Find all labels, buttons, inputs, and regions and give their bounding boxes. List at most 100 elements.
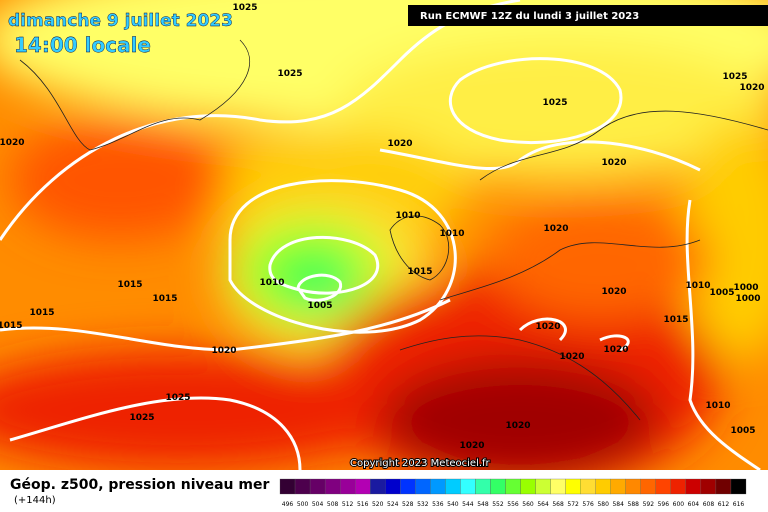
- scale-label: 600: [673, 501, 685, 508]
- time: 14:00 locale: [14, 33, 151, 57]
- scale-swatch: [385, 478, 401, 495]
- scale-label: 604: [688, 501, 700, 508]
- scale-label: 556: [507, 501, 519, 508]
- scale-label: 608: [703, 501, 715, 508]
- scale-swatch: [640, 478, 656, 495]
- isobar-label: 1020: [211, 346, 236, 356]
- scale-label: 544: [462, 501, 474, 508]
- isobar-label: 1025: [165, 393, 190, 403]
- scale-swatch: [550, 478, 566, 495]
- copyright: Copyright 2023 Meteociel.fr: [350, 458, 491, 469]
- scale-label: 584: [612, 501, 624, 508]
- scale-swatch: [309, 478, 326, 495]
- scale-label: 524: [387, 501, 399, 508]
- isobar-label: 1015: [117, 280, 142, 290]
- isobar-label: 1020: [601, 158, 626, 168]
- isobar-label: 1020: [459, 441, 484, 451]
- scale-swatch: [294, 478, 311, 495]
- isobar-label: 1000: [735, 294, 760, 304]
- scale-label: 548: [477, 501, 489, 508]
- scale-swatch: [685, 478, 702, 495]
- scale-swatch: [565, 478, 581, 495]
- scale-label: 500: [297, 501, 309, 508]
- isobar-label: 1020: [559, 352, 584, 362]
- isobar-label: 1020: [601, 287, 626, 297]
- scale-swatch: [339, 478, 356, 495]
- scale-swatch: [730, 478, 747, 495]
- scale-swatch: [460, 478, 476, 495]
- date: dimanche 9 juillet 2023: [8, 11, 233, 31]
- scale-label: 552: [492, 501, 504, 508]
- isobar-label: 1025: [129, 413, 154, 423]
- isobar-label: 1015: [152, 294, 177, 304]
- isobar-label: 1020: [535, 322, 560, 332]
- scale-swatch: [625, 478, 641, 495]
- scale-label: 512: [342, 501, 354, 508]
- run-banner: [408, 5, 768, 26]
- isobar-label: 1025: [542, 98, 567, 108]
- isobar-label: 1020: [603, 345, 628, 355]
- scale-label: 572: [567, 501, 579, 508]
- scale-swatch: [370, 478, 386, 495]
- scale-label: 576: [582, 501, 594, 508]
- isobar-label: 1010: [395, 211, 420, 221]
- isobar-label: 1000: [733, 283, 758, 293]
- scale-label: 560: [522, 501, 534, 508]
- scale-swatch: [520, 478, 536, 495]
- scale-label: 532: [417, 501, 429, 508]
- isobar-label: 1005: [709, 288, 734, 298]
- scale-swatch: [655, 478, 671, 495]
- scale-swatch: [355, 478, 371, 495]
- isobar-label: 1010: [439, 229, 464, 239]
- scale-label: 540: [447, 501, 459, 508]
- isobar-label: 1015: [0, 321, 23, 331]
- isobar-label: 1005: [307, 301, 332, 311]
- scale-swatch: [445, 478, 461, 495]
- scale-swatch: [505, 478, 521, 495]
- scale-label: 616: [733, 501, 745, 508]
- scale-label: 528: [402, 501, 414, 508]
- isobar-label: 1010: [259, 278, 284, 288]
- scale-label: 516: [357, 501, 369, 508]
- isobar-label: 1015: [663, 315, 688, 325]
- scale-swatch: [475, 478, 491, 495]
- scale-label: 504: [312, 501, 324, 508]
- isobar-label: 1020: [387, 139, 412, 149]
- isobar-label: 1020: [543, 224, 568, 234]
- scale-swatch: [400, 478, 416, 495]
- scale-label: 568: [552, 501, 564, 508]
- isobar-label: 1025: [277, 69, 302, 79]
- scale-label: 612: [718, 501, 730, 508]
- isobar-label: 1010: [685, 281, 710, 291]
- legend-subtitle: (+144h): [14, 495, 56, 506]
- scale-swatch: [490, 478, 506, 495]
- scale-swatch: [595, 478, 611, 495]
- isobars: [0, 0, 701, 471]
- legend-title: Géop. z500, pression niveau mer: [10, 477, 269, 493]
- scale-swatch: [610, 478, 626, 495]
- map-field: [0, 0, 768, 490]
- scale-label: 520: [372, 501, 384, 508]
- scale-label: 508: [327, 501, 339, 508]
- scale-swatch: [279, 478, 296, 495]
- isobar-labels: 1025102510251020102010101010101010051015…: [0, 3, 765, 451]
- color-scale: 496 500 504 508 512 516 520 524 528 532 536 540 544 5…: [279, 478, 747, 508]
- scale-swatch: [715, 478, 732, 495]
- scale-label: 496: [282, 501, 294, 508]
- scale-swatch: [415, 478, 431, 495]
- scale-label: 564: [537, 501, 549, 508]
- isobar-label: 1020: [0, 138, 25, 148]
- scale-swatch: [430, 478, 446, 495]
- scale-label: 588: [628, 501, 640, 508]
- scale-label: 596: [658, 501, 670, 508]
- scale-label: 592: [643, 501, 655, 508]
- scale-swatch: [670, 478, 687, 495]
- isobar-label: 1015: [407, 267, 432, 277]
- coastlines: [19, 39, 768, 421]
- isobar-label: 1025: [232, 3, 257, 13]
- run-info: Run ECMWF 12Z du lundi 3 juillet 2023: [420, 11, 639, 22]
- isobar-label: 1005: [730, 426, 755, 436]
- isobar-label: 1015: [29, 308, 54, 318]
